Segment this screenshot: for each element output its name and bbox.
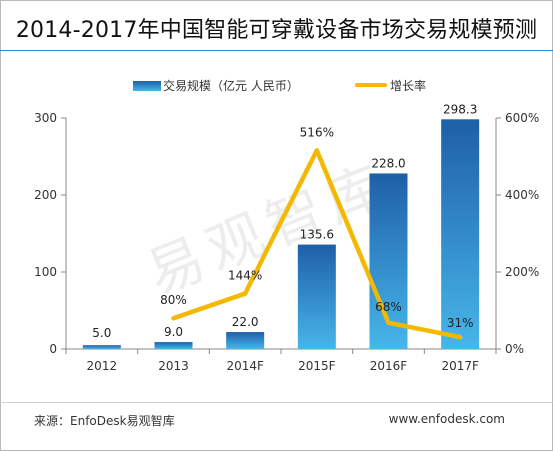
right-tick-label: 400% <box>505 188 539 202</box>
watermark-text: 易观智库 <box>138 152 400 308</box>
x-tick-label: 2013 <box>158 359 189 373</box>
growth-rate-label: 31% <box>447 316 474 330</box>
bar <box>154 342 193 349</box>
right-tick-label: 200% <box>505 265 539 279</box>
growth-rate-line <box>171 148 463 340</box>
bar-value-label: 135.6 <box>300 228 334 242</box>
x-tick-label: 2014F <box>226 359 264 373</box>
growth-rate-label: 144% <box>228 269 262 283</box>
x-tick-label: 2016F <box>370 359 408 373</box>
x-tick-label: 2017F <box>441 359 479 373</box>
bar <box>441 119 480 350</box>
chart-title: 2014-2017年中国智能可穿戴设备市场交易规模预测 <box>15 18 538 43</box>
x-tick-label: 2012 <box>87 359 118 373</box>
legend-bar-label: 交易规模（亿元 人民币） <box>163 78 299 93</box>
left-tick-label: 300 <box>34 111 57 125</box>
legend-line-label: 增长率 <box>390 78 426 93</box>
bar-value-label: 228.0 <box>371 156 405 170</box>
footer-divider <box>0 402 553 403</box>
left-tick-label: 200 <box>34 188 57 202</box>
right-tick-label: 0% <box>505 342 524 356</box>
title-divider <box>0 50 553 51</box>
source-note: 来源：EnfoDesk易观智库 <box>34 414 175 428</box>
bar <box>226 332 265 349</box>
right-tick-label: 600% <box>505 111 539 125</box>
bar-value-label: 22.0 <box>232 315 259 329</box>
growth-rate-label: 80% <box>160 293 187 307</box>
growth-rate-label: 516% <box>300 125 334 139</box>
legend-bar-swatch <box>133 81 161 91</box>
bar-value-label: 9.0 <box>164 325 183 339</box>
bar-value-label: 298.3 <box>443 102 477 116</box>
bar <box>297 244 336 349</box>
x-tick-label: 2015F <box>298 359 336 373</box>
chart-area: 易观智库 0 100 200 300 0% 200% 400% 600% 2012 2013 201… <box>34 78 539 373</box>
bar-value-label: 5.0 <box>92 326 111 340</box>
website-url: www.enfodesk.com <box>388 412 505 426</box>
left-tick-label: 0 <box>49 342 57 356</box>
bar <box>82 345 121 349</box>
growth-rate-label: 68% <box>375 300 402 314</box>
left-tick-label: 100 <box>34 265 57 279</box>
